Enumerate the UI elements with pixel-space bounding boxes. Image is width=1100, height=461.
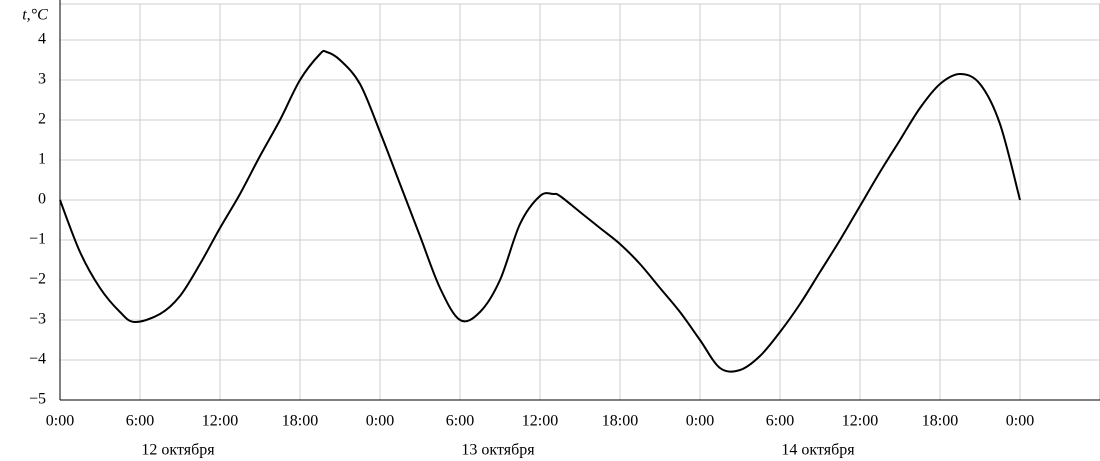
x-tick-label: 12:00 — [522, 413, 558, 430]
y-tick-label: −3 — [29, 311, 46, 328]
day-label: 12 октября — [141, 442, 215, 459]
x-tick-label: 12:00 — [202, 413, 238, 430]
day-label: 13 октября — [461, 442, 535, 459]
y-tick-label: −4 — [29, 351, 46, 368]
x-tick-label: 6:00 — [446, 413, 474, 430]
y-tick-label: 2 — [38, 111, 46, 128]
x-tick-label: 12:00 — [842, 413, 878, 430]
x-tick-label: 18:00 — [602, 413, 638, 430]
y-axis-label: t,°C — [22, 7, 48, 24]
x-tick-label: 0:00 — [366, 413, 394, 430]
day-label: 14 октября — [781, 442, 855, 459]
x-tick-label: 0:00 — [1006, 413, 1034, 430]
y-tick-label: −5 — [29, 391, 46, 408]
x-tick-label: 18:00 — [922, 413, 958, 430]
y-tick-label: 0 — [38, 191, 46, 208]
x-tick-label: 6:00 — [126, 413, 154, 430]
x-tick-label: 0:00 — [46, 413, 74, 430]
x-tick-label: 6:00 — [766, 413, 794, 430]
y-tick-label: 3 — [38, 71, 46, 88]
y-tick-label: 1 — [38, 151, 46, 168]
y-tick-label: 4 — [38, 31, 46, 48]
temperature-line — [59, 49, 1021, 373]
x-tick-label: 18:00 — [282, 413, 318, 430]
x-tick-label: 0:00 — [686, 413, 714, 430]
y-tick-label: −2 — [29, 271, 46, 288]
y-tick-label: −1 — [29, 231, 46, 248]
